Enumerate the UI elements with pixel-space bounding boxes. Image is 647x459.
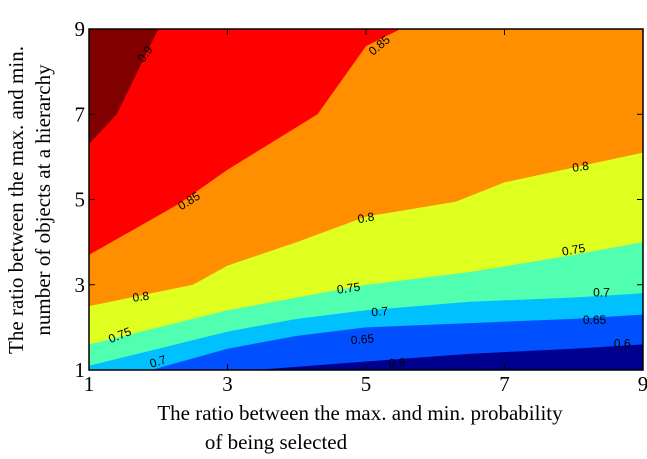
x-tick-label: 9 (638, 372, 647, 396)
contour-label: 0.7 (593, 285, 610, 299)
y-tick-label: 9 (75, 17, 86, 41)
y-tick-label: 5 (75, 188, 86, 212)
contour-label: 0.8 (132, 289, 151, 305)
level-band-7 (89, 29, 159, 145)
x-axis-label-line1: The ratio between the max. and min. prob… (157, 401, 563, 425)
contour-fills (89, 29, 643, 370)
x-tick-label: 5 (361, 372, 372, 396)
contour-label: 0.65 (350, 331, 375, 347)
contour-label: 0.75 (336, 280, 361, 297)
contour-label: 0.7 (148, 352, 169, 371)
level-band-6 (89, 29, 401, 255)
contour-label: 0.8 (571, 159, 590, 175)
contour-label: 0.8 (356, 209, 375, 226)
x-tick-label: 1 (84, 372, 95, 396)
contour-label: 0.6 (614, 337, 631, 351)
contour-label: 0.75 (561, 241, 587, 259)
contour-label: 0.6 (388, 355, 406, 370)
y-axis-label-line1: The ratio between the max. and min. (4, 46, 28, 354)
y-axis-label-line2: number of objects at a hierarchy (31, 64, 55, 336)
contour-label: 0.7 (371, 304, 389, 319)
x-axis-label-line2: of being selected (205, 430, 348, 454)
x-tick-label: 7 (499, 372, 510, 396)
x-tick-label: 3 (222, 372, 233, 396)
axes: 1 3 5 7 9 1 3 5 7 9 (75, 17, 647, 396)
y-tick-label: 7 (75, 102, 86, 126)
y-tick-label: 3 (75, 273, 86, 297)
contour-label: 0.65 (583, 313, 607, 327)
y-tick-label: 1 (75, 358, 86, 382)
